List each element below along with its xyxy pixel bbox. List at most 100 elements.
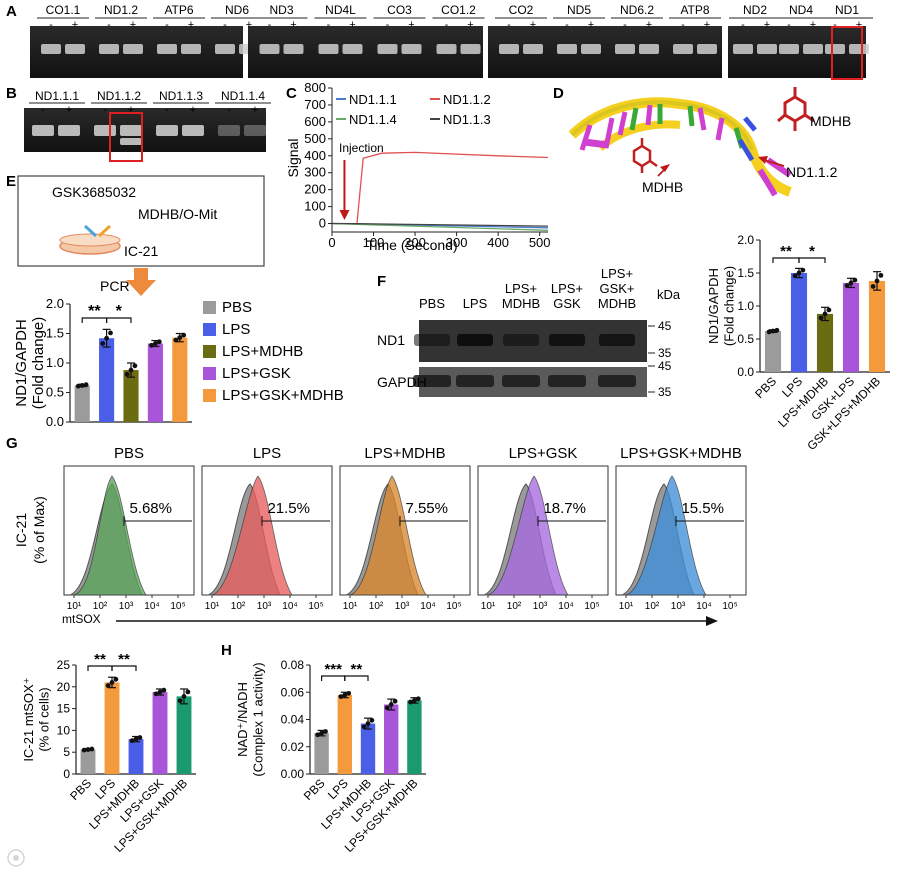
data-point	[408, 699, 413, 705]
y-tick-label: 2.0	[46, 296, 64, 311]
panel-g-bar-chart: 0510152025PBSLPSLPS+MDHBLPS+GSKLPS+GSK+M…	[21, 651, 196, 855]
c-y-tick: 200	[304, 182, 326, 197]
y-axis-label: (Fold change)	[30, 317, 47, 410]
gate-percent: 18.7%	[543, 500, 586, 517]
flow-x-tick: 10²	[369, 601, 384, 612]
sample-histogram	[349, 475, 427, 596]
panel-c-chart: 0 100 200 300 400 500 0 100 200 300 400 500 600 700 80…	[285, 80, 551, 253]
data-point	[153, 691, 159, 697]
sample-histogram	[625, 475, 707, 596]
lane-label-nd6: ND6	[225, 3, 249, 17]
significance-stars: ***	[324, 661, 342, 678]
gel-band	[342, 44, 363, 54]
legend-swatch-lps	[203, 323, 216, 336]
minus-sign: -	[268, 19, 272, 31]
c-x-tick: 300	[446, 235, 468, 250]
mdhb-molecule-right	[777, 87, 815, 131]
y-tick-label: 1.5	[46, 326, 64, 341]
gapdh-band	[413, 375, 451, 387]
minus-sign: -	[107, 19, 111, 31]
c-x-tick: 0	[328, 235, 335, 250]
plus-sign: +	[467, 19, 473, 31]
lane-label-co1-2: CO1.2	[441, 3, 476, 17]
gel-band	[182, 125, 204, 136]
nd1-1-2-label: ND1.1.2	[786, 164, 838, 180]
marker-35-bottom: 35	[658, 385, 672, 399]
minus-sign: -	[103, 104, 107, 116]
bar-lps-gsk-mdhb	[176, 696, 192, 774]
bar-pbs	[764, 331, 782, 372]
data-point	[415, 696, 421, 702]
plus-sign: +	[190, 104, 196, 116]
gel-band	[697, 44, 717, 54]
data-point	[412, 698, 417, 703]
legend-label-lps-gsk-mdhb: LPS+GSK+MDHB	[222, 387, 344, 404]
c-y-tick: 400	[304, 148, 326, 163]
nd1-band	[549, 334, 585, 346]
bar-lps-gsk	[384, 704, 399, 774]
data-point	[181, 693, 187, 699]
nd1-band	[457, 334, 493, 346]
significance-stars: **	[88, 303, 101, 320]
y-axis-label: NAD⁺/NADH	[235, 682, 250, 757]
significance-stars: **	[351, 661, 363, 678]
data-point	[108, 330, 113, 336]
c-x-tick: 400	[487, 235, 509, 250]
panel-g-axis: IC-21 (% of Max) mtSOX	[13, 496, 718, 626]
lane-label-nd1-1-2: ND1.1.2	[97, 89, 141, 103]
data-point	[109, 680, 115, 685]
gel-band	[65, 44, 85, 54]
data-point	[774, 327, 780, 333]
mdhb-molecule-left	[632, 138, 658, 173]
y-tick-label: 0	[63, 767, 70, 781]
c-y-tick: 600	[304, 114, 326, 129]
legend-swatch-lps-gsk	[203, 367, 216, 380]
injection-label: Injection	[339, 141, 384, 155]
bar-lps	[790, 273, 808, 372]
data-point	[105, 683, 111, 688]
gel-band	[639, 44, 659, 54]
data-point	[137, 735, 143, 740]
legend-swatch-lps-gsk-mdhb	[203, 389, 216, 402]
schematic-gsk-label: GSK3685032	[52, 184, 136, 200]
gel-band	[244, 125, 266, 136]
blot-lane-label: LPS+	[601, 266, 633, 281]
panel-letter-e: E	[6, 173, 16, 190]
lane-label-nd1-1-4: ND1.1.4	[221, 89, 265, 103]
y-tick-label: 15	[57, 702, 71, 716]
lane-label-co3: CO3	[387, 3, 412, 17]
lane-label-nd1-2: ND1.2	[104, 3, 138, 17]
gel-band	[32, 125, 54, 136]
plus-sign: +	[810, 19, 816, 31]
plus-sign: +	[66, 104, 72, 116]
data-point	[818, 315, 824, 321]
flow-x-tick: 10²	[93, 601, 108, 612]
data-point	[133, 736, 139, 742]
minus-sign: -	[49, 19, 53, 31]
data-point	[792, 273, 798, 279]
y-tick-label: 20	[57, 680, 71, 694]
gel-band	[41, 44, 61, 54]
bar-gsk-lps	[842, 282, 860, 372]
y-axis-label: ND1/GAPDH	[13, 319, 30, 407]
marker-35-top: 35	[658, 346, 672, 360]
injection-arrowhead	[339, 210, 350, 220]
flow-x-tick: 10⁴	[420, 601, 435, 612]
flow-title-lps-gsk-mdhb: LPS+GSK+MDHB	[620, 445, 742, 462]
y-tick-label: 10	[57, 723, 71, 737]
minus-sign: -	[386, 19, 390, 31]
c-y-tick: 700	[304, 97, 326, 112]
data-point	[770, 328, 776, 334]
plus-sign: +	[646, 19, 652, 31]
y-tick-label: 0.04	[281, 713, 305, 727]
sample-histogram	[73, 475, 147, 596]
data-point	[822, 311, 828, 317]
plus-sign: +	[290, 19, 296, 31]
lane-label-nd5: ND5	[567, 3, 591, 17]
significance-bracket	[798, 257, 826, 263]
lane-label-nd1-1-1: ND1.1.1	[35, 89, 79, 103]
flow-x-tick: 10¹	[67, 601, 82, 612]
